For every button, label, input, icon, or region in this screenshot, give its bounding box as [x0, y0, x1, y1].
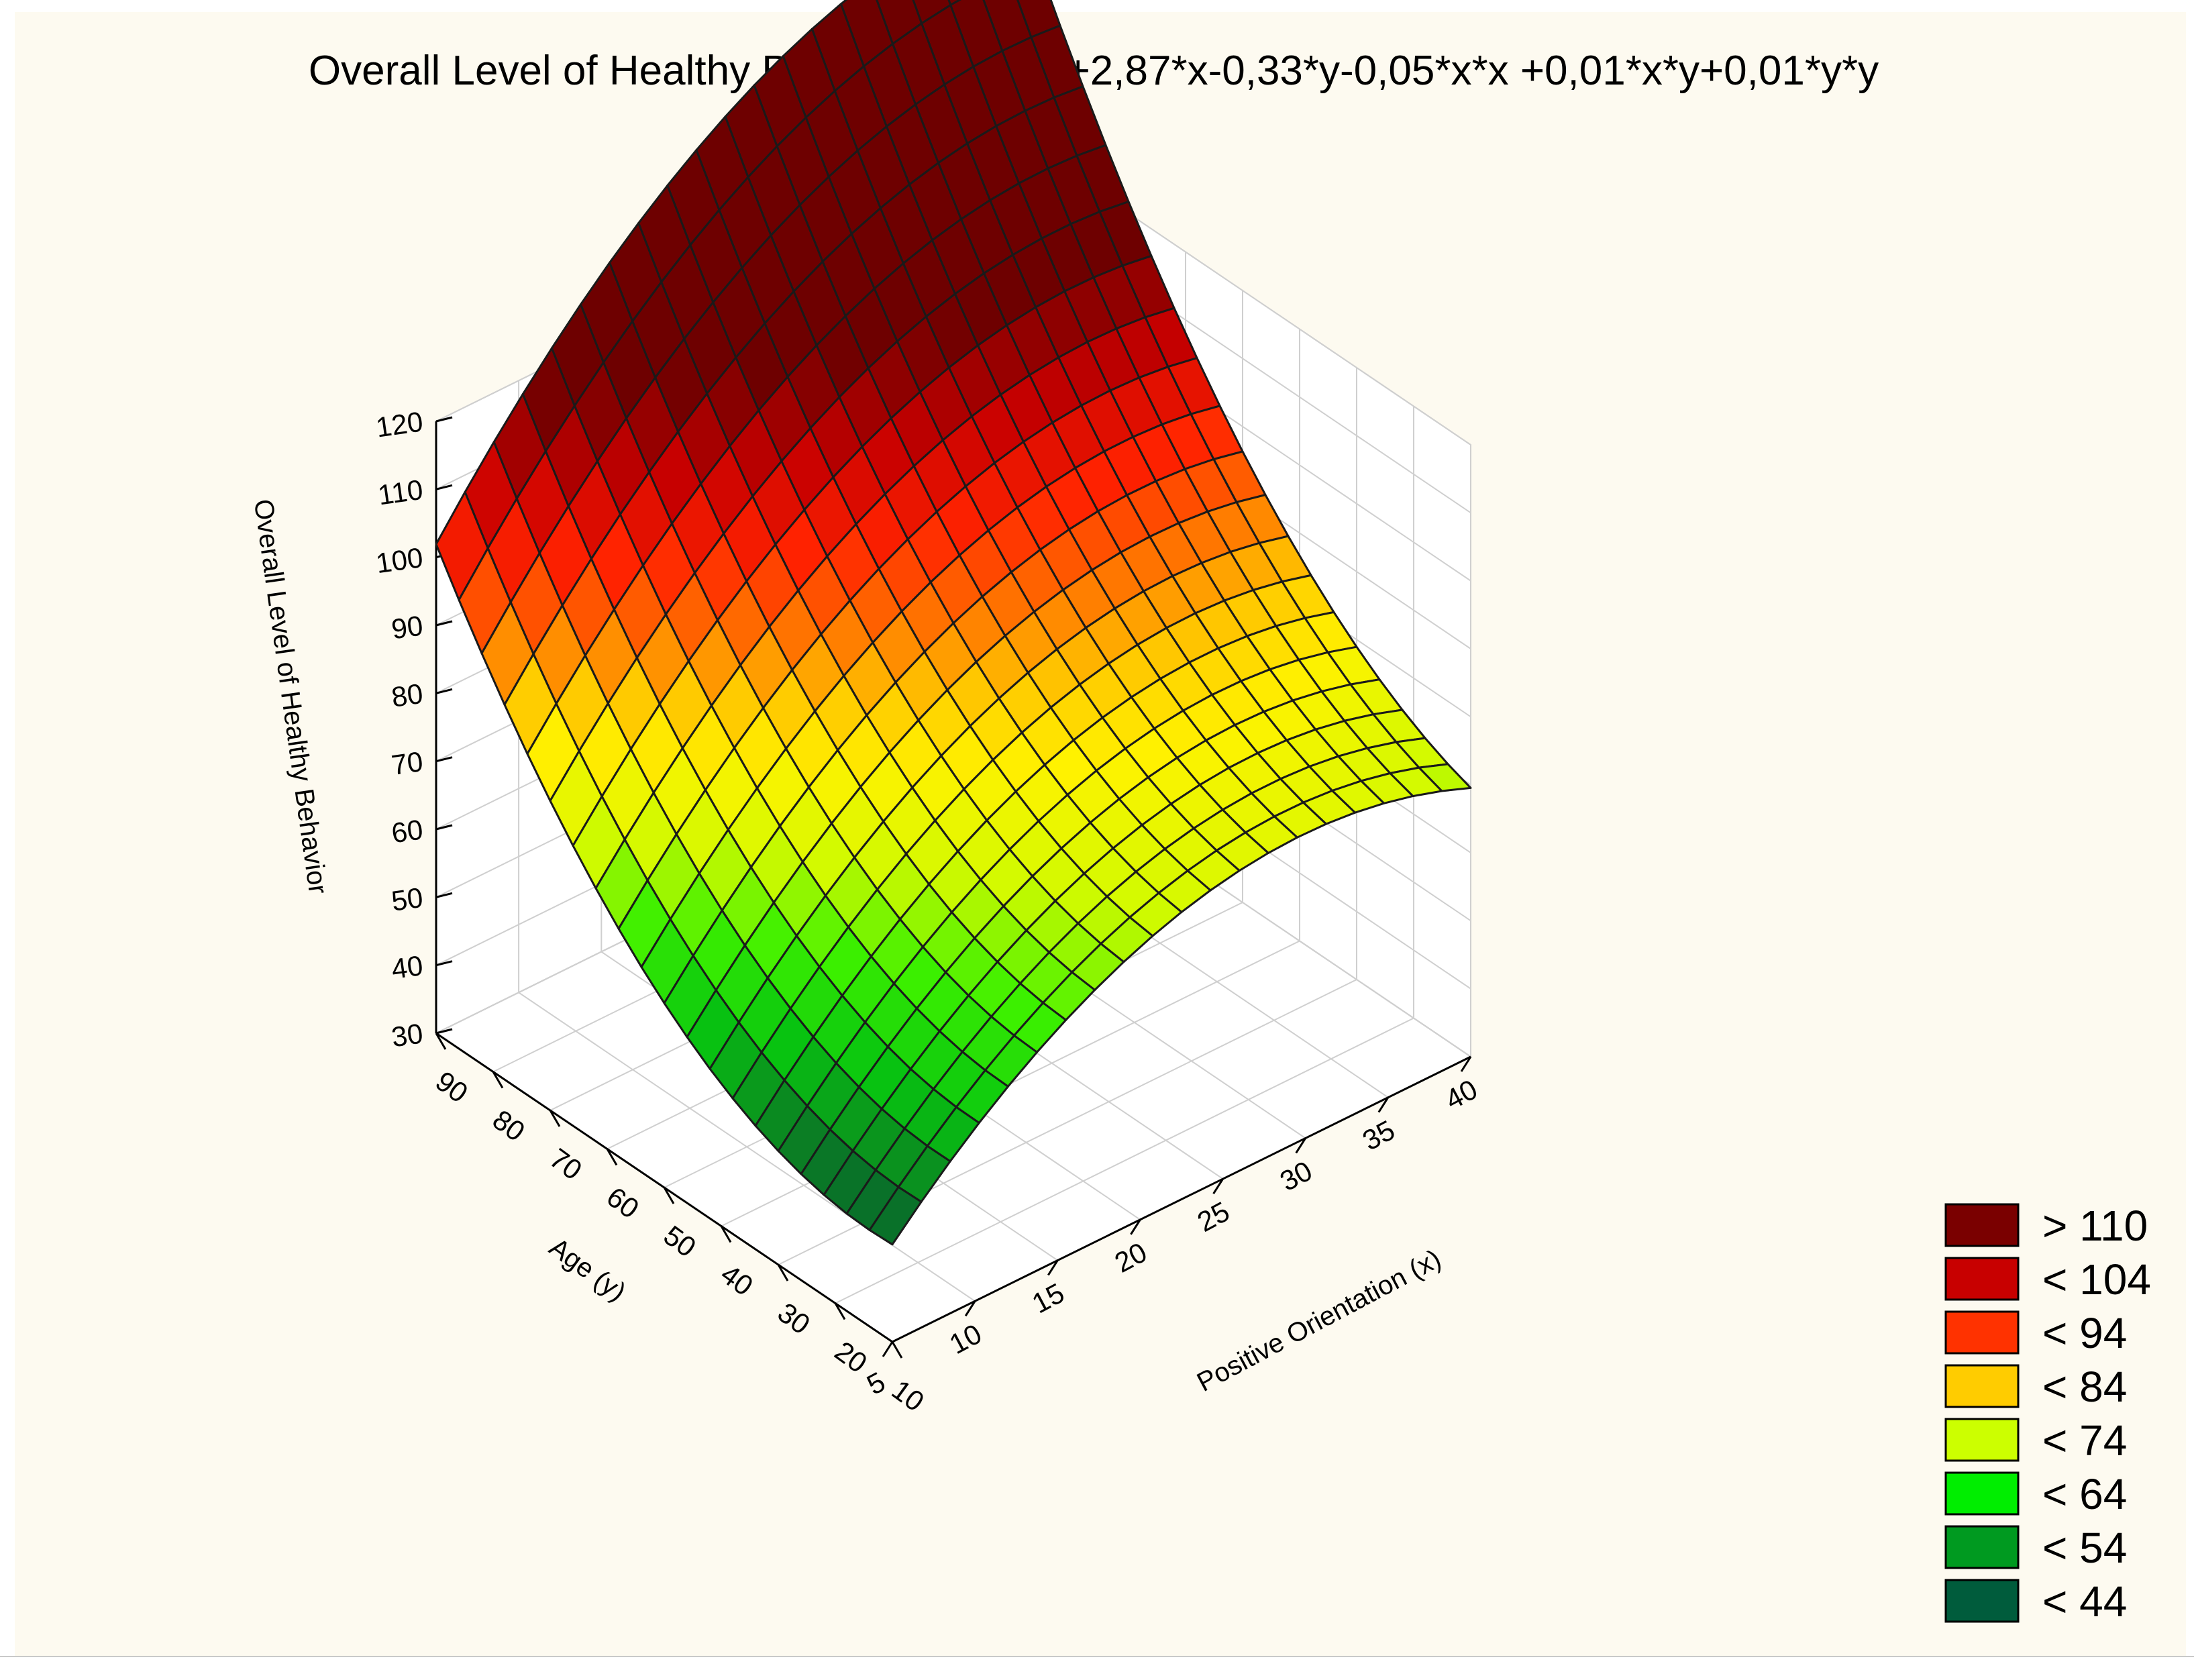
legend-label: < 84 [2042, 1363, 2127, 1411]
legend-swatch [1944, 1310, 2020, 1355]
y-tick-label: 70 [544, 1142, 588, 1186]
surface-cell [868, 1186, 923, 1246]
z-tick-mark [435, 824, 453, 831]
z-tick-mark [435, 688, 453, 694]
z-axis-title: Overall Level of Healthy Behavior [248, 497, 333, 896]
y-tick-label: 50 [658, 1219, 702, 1263]
legend-label: < 64 [2042, 1470, 2127, 1518]
x-tick-mark [1295, 1137, 1306, 1154]
x-tick-mark [1047, 1259, 1059, 1276]
z-tick-mark [435, 484, 453, 490]
y-tick-mark [891, 1341, 903, 1359]
y-tick-label: 90 [430, 1065, 474, 1108]
z-tick-mark [435, 892, 453, 898]
z-tick-label: 50 [389, 882, 425, 917]
y-tick-label: 10 [886, 1373, 930, 1417]
legend-label: > 110 [2042, 1202, 2148, 1250]
z-tick-label: 60 [389, 813, 425, 849]
legend-swatch [1944, 1203, 2020, 1247]
z-tick-label: 80 [389, 678, 425, 713]
x-axis-title: Positive Orientation (x) [1192, 1244, 1446, 1398]
chart-title: Overall Level of Healthy Behavior=33,03 … [309, 48, 1879, 94]
x-tick-mark [1212, 1178, 1224, 1194]
surface-mesh [435, 0, 1472, 1246]
legend-label: < 54 [2042, 1524, 2127, 1572]
z-tick-label: 30 [389, 1017, 425, 1053]
legend: > 110 < 104 < 94 < 84 < 74 < 64 < 54 < 44 [1944, 1202, 2151, 1626]
x-tick-label: 35 [1357, 1114, 1400, 1156]
x-tick-label: 30 [1275, 1155, 1317, 1197]
x-tick-label: 40 [1440, 1073, 1482, 1116]
z-tick-label: 90 [389, 609, 425, 645]
x-axis-line [892, 1055, 1471, 1343]
x-tick-label: 5 [861, 1365, 890, 1400]
y-tick-mark [606, 1148, 618, 1166]
legend-label: < 94 [2042, 1309, 2127, 1357]
z-tick-label: 100 [374, 541, 425, 579]
y-tick-mark [549, 1110, 561, 1127]
legend-swatch [1944, 1257, 2020, 1301]
z-tick-mark [435, 1028, 453, 1035]
legend-swatch [1944, 1364, 2020, 1408]
y-tick-mark [663, 1187, 675, 1204]
x-tick-label: 10 [944, 1318, 986, 1360]
x-tick-mark [1377, 1096, 1390, 1113]
x-tick-label: 25 [1192, 1196, 1235, 1238]
x-tick-mark [882, 1341, 894, 1357]
y-tick-mark [834, 1302, 846, 1320]
legend-swatch [1944, 1525, 2020, 1569]
z-tick-mark [435, 620, 453, 627]
x-tick-mark [1130, 1219, 1141, 1235]
legend-label: < 104 [2042, 1255, 2151, 1304]
y-tick-mark [777, 1264, 789, 1281]
x-tick-mark [964, 1300, 976, 1317]
y-tick-label: 80 [487, 1104, 531, 1147]
legend-swatch [1944, 1579, 2020, 1623]
y-tick-mark [492, 1071, 504, 1089]
y-tick-mark [435, 1033, 447, 1050]
z-tick-label: 70 [389, 745, 425, 781]
legend-swatch [1944, 1471, 2020, 1516]
legend-label: < 74 [2042, 1416, 2127, 1465]
bottom-strip [0, 1656, 2194, 1680]
legend-swatch [1944, 1418, 2020, 1462]
z-tick-label: 40 [389, 949, 425, 985]
z-tick-mark [435, 756, 453, 763]
x-tick-label: 20 [1110, 1236, 1152, 1278]
y-axis-title: Age (y) [544, 1232, 631, 1307]
y-tick-mark [720, 1225, 732, 1243]
axes [435, 416, 1472, 1359]
x-tick-label: 15 [1027, 1277, 1069, 1319]
z-tick-mark [435, 960, 453, 967]
y-tick-label: 40 [715, 1258, 759, 1302]
z-tick-label: 120 [374, 405, 425, 443]
z-tick-label: 110 [376, 474, 425, 511]
legend-label: < 44 [2042, 1577, 2127, 1626]
y-tick-label: 30 [772, 1296, 816, 1340]
y-tick-label: 60 [601, 1181, 645, 1224]
z-tick-mark [435, 416, 453, 423]
x-tick-mark [1460, 1056, 1472, 1072]
